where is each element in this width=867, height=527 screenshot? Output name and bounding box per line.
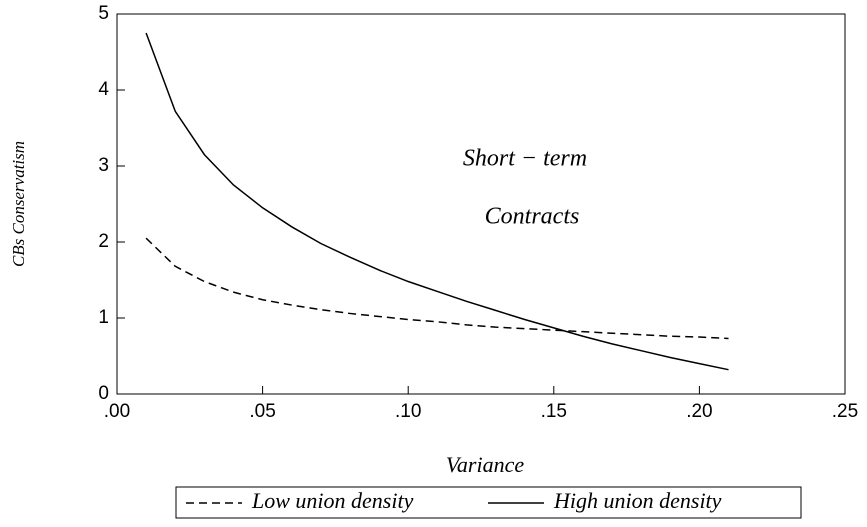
y-tick-label: 4 — [98, 79, 109, 100]
y-tick-label: 2 — [98, 231, 109, 252]
annotation: Short − term — [463, 146, 587, 172]
y-tick-label: 1 — [98, 307, 109, 328]
x-tick-label: .10 — [395, 401, 421, 422]
legend-label: High union density — [553, 488, 722, 513]
line-series — [145, 237, 729, 340]
x-tick-label: .05 — [249, 401, 275, 422]
line-series — [145, 32, 729, 371]
y-tick-label: 0 — [98, 383, 109, 404]
x-tick-label: .25 — [832, 401, 858, 422]
legend-label: Low union density — [251, 488, 414, 513]
legend-box — [175, 486, 802, 519]
x-tick-label: .15 — [541, 401, 567, 422]
x-axis-label: Variance — [446, 452, 524, 477]
y-axis-label: CBs Conservatism — [9, 141, 28, 267]
plot-frame — [116, 13, 846, 395]
y-tick-label: 5 — [98, 3, 109, 24]
x-tick-label: .20 — [686, 401, 712, 422]
annotation: Contracts — [485, 204, 580, 230]
y-tick-label: 3 — [98, 155, 109, 176]
x-tick-label: .00 — [104, 401, 130, 422]
